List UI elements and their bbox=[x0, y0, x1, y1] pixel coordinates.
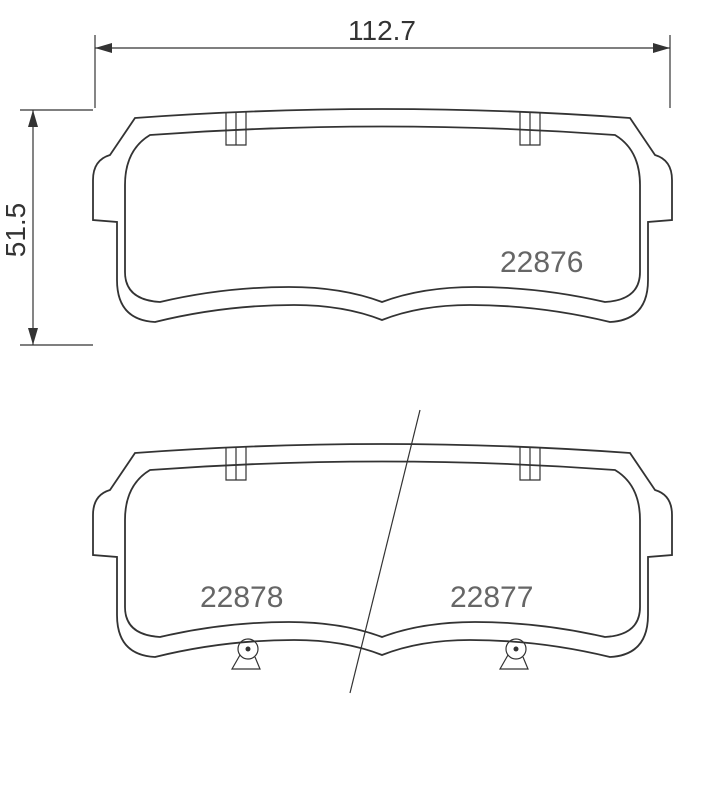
spring-clip-right bbox=[520, 112, 540, 145]
height-dimension: 51.5 bbox=[0, 110, 93, 345]
wear-sensor-right bbox=[500, 639, 528, 669]
height-value: 51.5 bbox=[0, 203, 31, 258]
spring-clip-left bbox=[226, 112, 246, 145]
top-pad-part-number: 22876 bbox=[500, 246, 583, 279]
bottom-right-part-number: 22877 bbox=[450, 581, 533, 614]
top-brake-pad: 22876 bbox=[93, 109, 672, 322]
split-line bbox=[350, 410, 420, 693]
spring-clip-left bbox=[226, 447, 246, 480]
bottom-left-part-number: 22878 bbox=[200, 581, 283, 614]
width-dimension: 112.7 bbox=[95, 15, 670, 108]
technical-drawing: 112.7 51.5 22876 bbox=[0, 0, 710, 800]
bottom-brake-pad: 22878 22877 bbox=[93, 410, 672, 693]
spring-clip-right bbox=[520, 447, 540, 480]
width-value: 112.7 bbox=[348, 15, 416, 46]
